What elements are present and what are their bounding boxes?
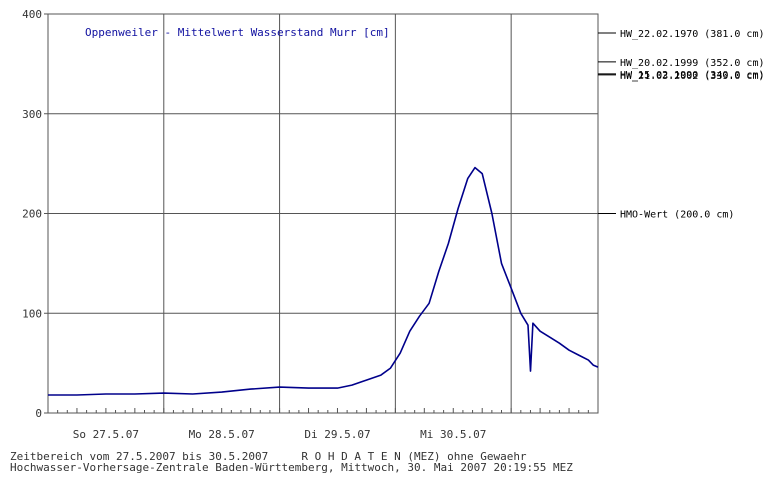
series-group [48,166,599,396]
footer-source: Hochwasser-Vorhersage-Zentrale Baden-Wür… [10,461,573,474]
chart-title: Oppenweiler - Mittelwert Wasserstand Mur… [85,26,390,39]
grid [48,14,598,413]
y-tick-label: 0 [35,407,42,420]
reference-label: HW_22.02.1970 (381.0 cm) [620,29,765,40]
reference-label: HW_20.02.1999 (352.0 cm) [620,58,765,69]
series-line [48,166,599,396]
x-tick-label: So 27.5.07 [73,428,139,441]
reference-lines: HW_22.02.1970 (381.0 cm) HW_20.02.1999 (3… [598,29,765,221]
y-tick-label: 400 [22,8,42,21]
x-tick-label: Mo 28.5.07 [189,428,255,441]
y-tick-label: 100 [22,307,42,320]
reference-label: HW_21.03.2002 (339.0 cm) [620,71,765,82]
x-tick-label: Di 29.5.07 [304,428,370,441]
reference-label: HMO-Wert (200.0 cm) [620,210,734,221]
x-tick-label: Mi 30.5.07 [420,428,486,441]
x-axis: So 27.5.07 Mo 28.5.07 Di 29.5.07 Mi 30.5.07 [47,408,599,441]
footer-time-range: Zeitbereich vom 27.5.2007 bis 30.5.2007 … [10,450,527,463]
y-axis: 0 100 200 300 400 [22,8,48,420]
reference-label: HW_15.02.1990 (340.0 cm) [620,70,765,81]
y-tick-label: 300 [22,108,42,121]
y-tick-label: 200 [22,208,42,221]
